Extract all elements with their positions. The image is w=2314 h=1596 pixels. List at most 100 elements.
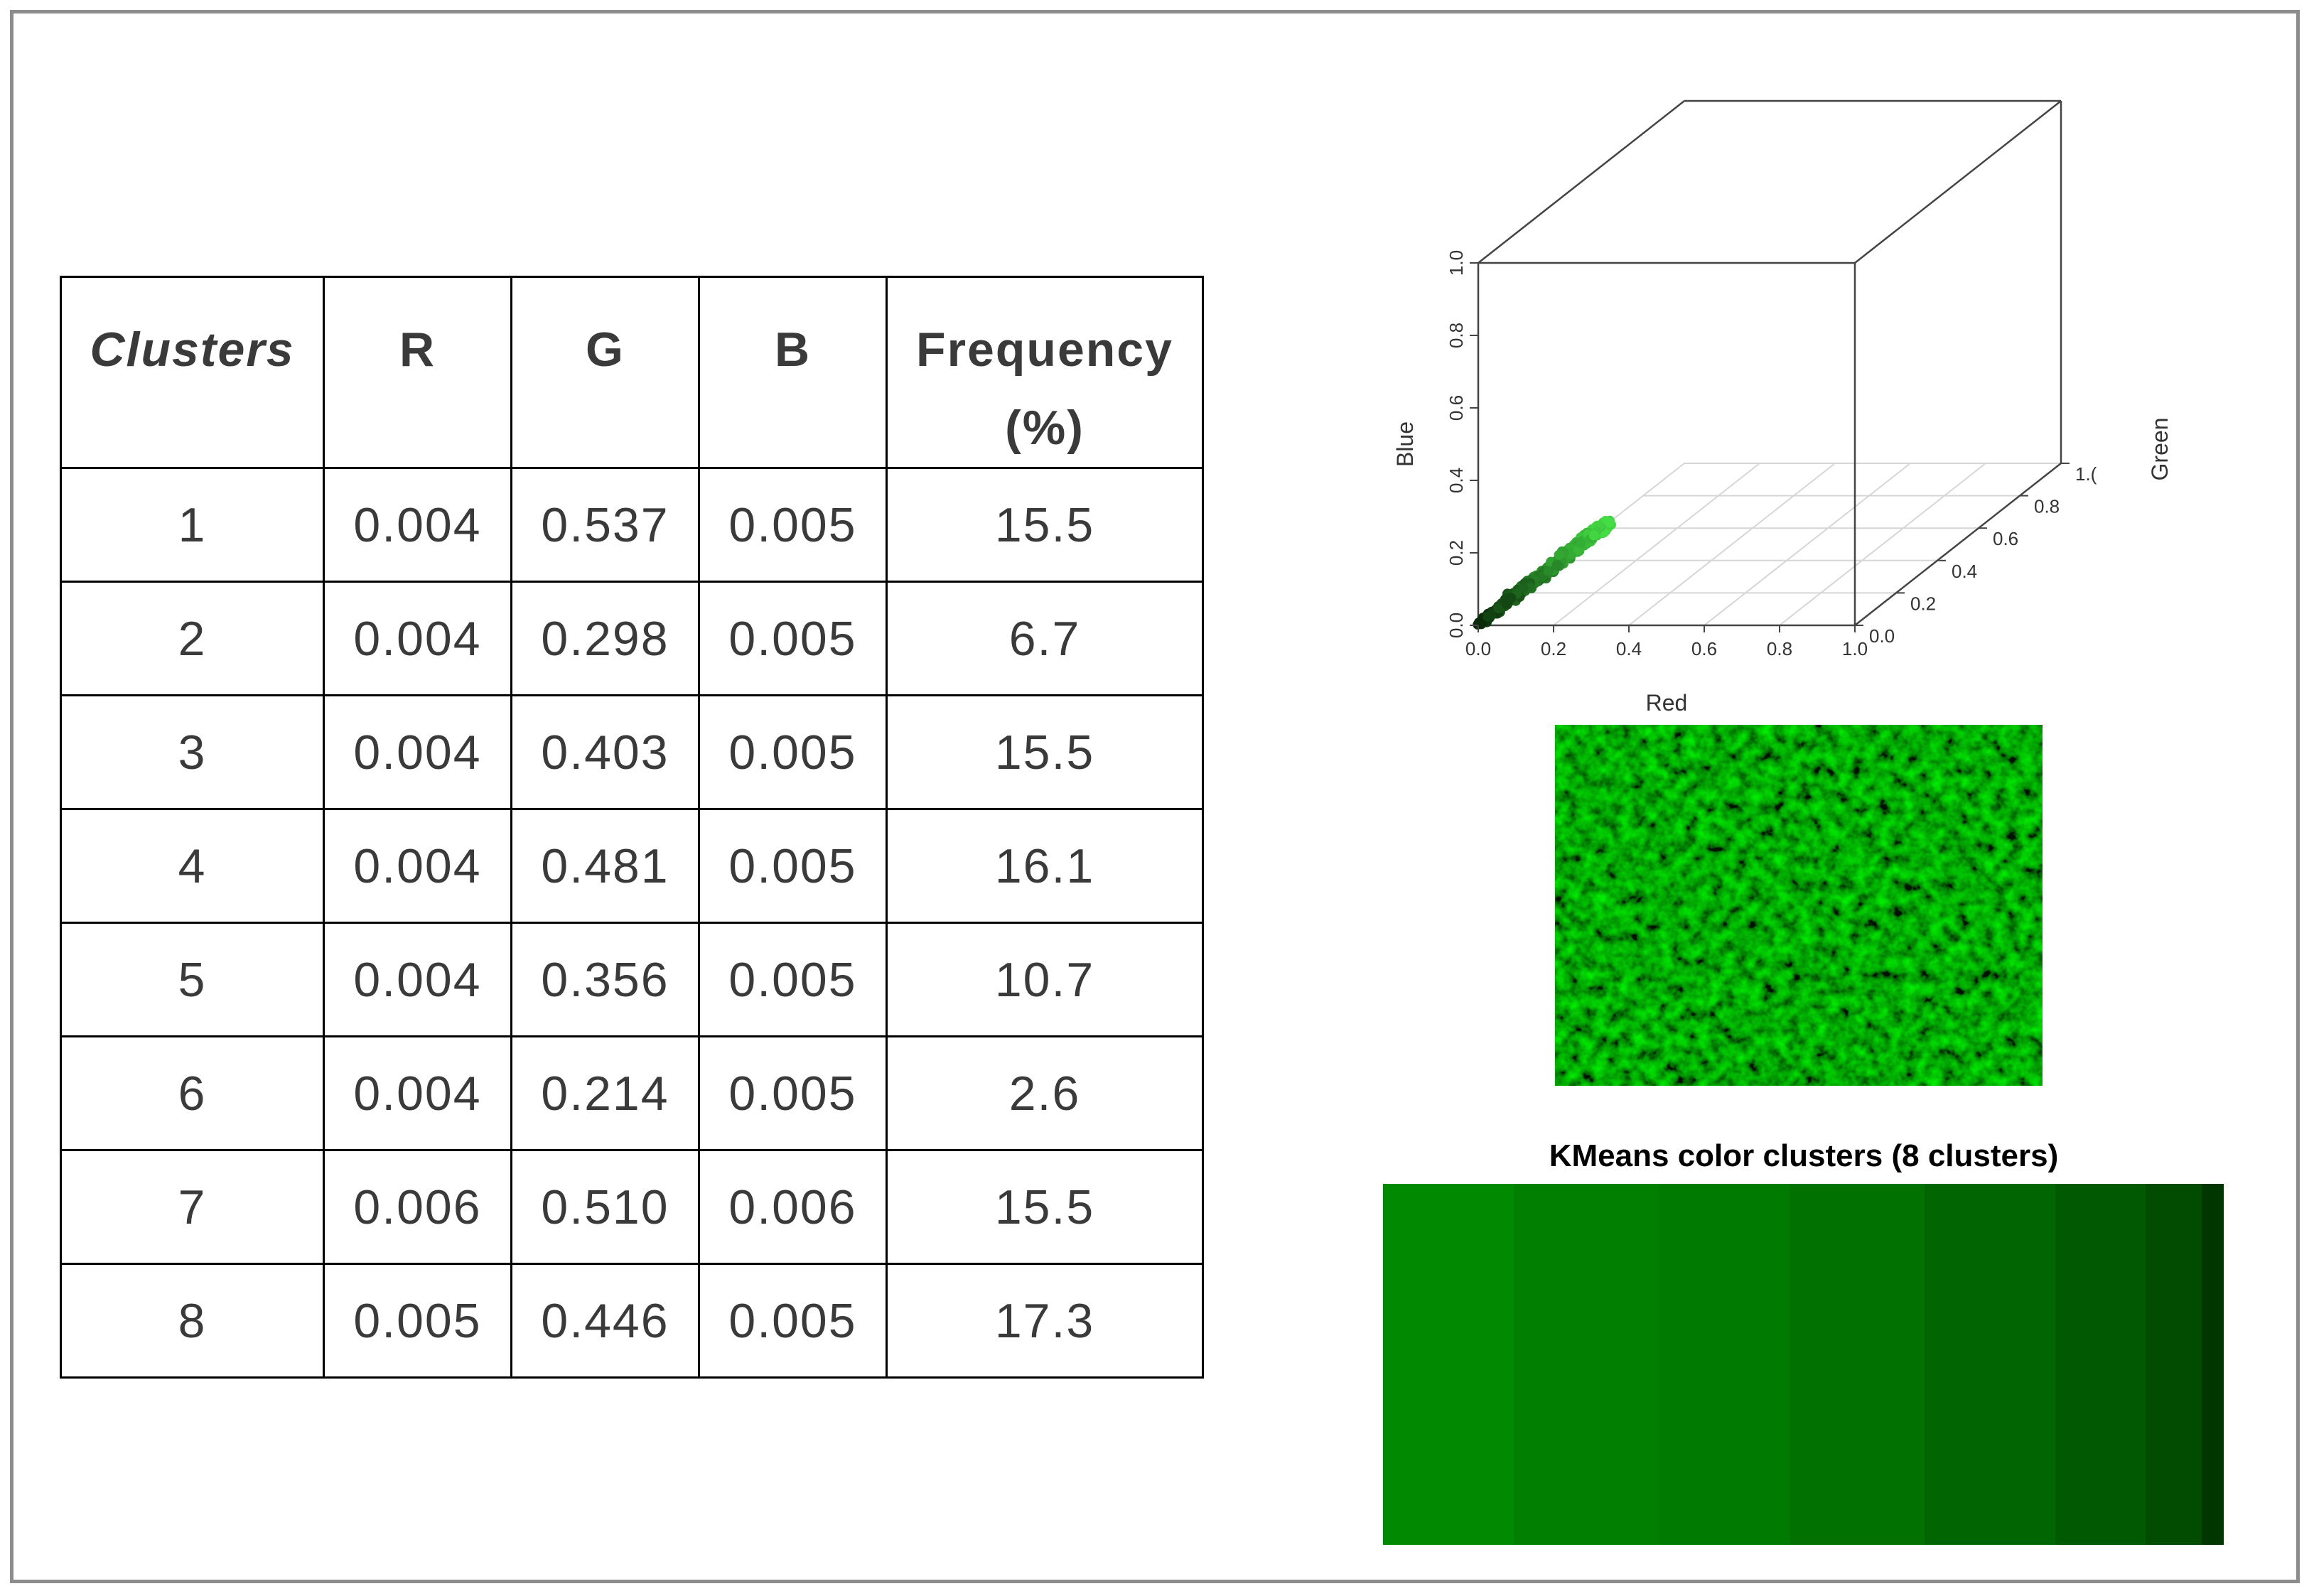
header-g: G [510, 276, 700, 469]
cell-r: 0.004 [323, 581, 512, 696]
cell-g: 0.446 [510, 1263, 700, 1379]
cell-cluster: 2 [60, 581, 325, 696]
color-swatch [1513, 1184, 1659, 1545]
y-tick-label: 0.0 [1869, 625, 1895, 647]
cell-cluster: 5 [60, 922, 325, 1037]
cell-frequency: 16.1 [886, 808, 1204, 924]
z-tick-label: 0.6 [1446, 395, 1467, 421]
floor-grid [1478, 463, 2062, 626]
z-tick-label: 0.0 [1446, 613, 1467, 638]
table-row: 7 0.006 0.510 0.006 15.5 [60, 1149, 1204, 1265]
cell-cluster: 1 [60, 467, 325, 583]
axis-ticks: 0.0 0.2 0.4 0.6 0.8 1.00.00.20.40.60.81.(0.00… [1446, 250, 2097, 659]
z-tick-label: 1.0 [1446, 250, 1467, 276]
cell-r: 0.004 [323, 467, 512, 583]
cell-g: 0.537 [510, 467, 700, 583]
cell-r: 0.006 [323, 1149, 512, 1265]
cell-g: 0.298 [510, 581, 700, 696]
scatter-point [1588, 530, 1599, 541]
scatter-point [1486, 610, 1497, 620]
table-row: 6 0.004 0.214 0.005 2.6 [60, 1035, 1204, 1151]
cell-g: 0.481 [510, 808, 700, 924]
table-row: 1 0.004 0.537 0.005 15.5 [60, 467, 1204, 583]
scatter-points [1473, 515, 1617, 630]
color-swatch [2055, 1184, 2146, 1545]
cell-g: 0.356 [510, 922, 700, 1037]
x-tick-label: 0.4 [1616, 638, 1642, 659]
cell-cluster: 6 [60, 1035, 325, 1151]
y-tick-label: 0.8 [2034, 496, 2060, 517]
x-tick-label: 0.6 [1691, 638, 1717, 659]
color-cluster-swatches [1383, 1184, 2224, 1545]
blue-axis-label: Blue [1393, 421, 1418, 467]
cell-cluster: 7 [60, 1149, 325, 1265]
green-axis-label: Green [2147, 418, 2173, 481]
table-header-row: Clusters R G B Frequency (%) [60, 276, 1204, 469]
header-clusters: Clusters [60, 276, 325, 469]
color-swatch [2202, 1184, 2224, 1545]
cell-frequency: 15.5 [886, 694, 1204, 810]
texture-noise [1555, 725, 2043, 1086]
x-tick-label: 0.8 [1767, 638, 1792, 659]
y-tick-label: 1.( [2075, 463, 2097, 485]
z-tick-label: 0.4 [1446, 468, 1467, 493]
red-axis-label: Red [1646, 690, 1688, 716]
grid-line [1553, 463, 1760, 626]
table-row: 4 0.004 0.481 0.005 16.1 [60, 808, 1204, 924]
table-row: 5 0.004 0.356 0.005 10.7 [60, 922, 1204, 1037]
cell-cluster: 4 [60, 808, 325, 924]
header-frequency: Frequency (%) [886, 276, 1204, 469]
cell-g: 0.214 [510, 1035, 700, 1151]
scatter-point [1576, 538, 1586, 549]
table-body: 1 0.004 0.537 0.005 15.5 2 0.004 0.298 0.005 6.7 3… [60, 467, 1204, 1379]
table-row: 2 0.004 0.298 0.005 6.7 [60, 581, 1204, 696]
cell-b: 0.005 [698, 581, 888, 696]
header-b: B [698, 276, 888, 469]
grid-line [1704, 463, 1911, 626]
z-tick-label: 0.8 [1446, 323, 1467, 348]
plot-box [1477, 99, 2062, 627]
scatter-point [1493, 603, 1504, 614]
color-swatch [1789, 1184, 1925, 1545]
box-edge [1854, 100, 2062, 264]
cell-b: 0.006 [698, 1149, 888, 1265]
x-tick-label: 0.0 [1465, 638, 1491, 659]
y-tick-label: 0.6 [1993, 528, 2018, 549]
cell-cluster: 8 [60, 1263, 325, 1379]
y-tick-label: 0.4 [1952, 561, 1977, 582]
cell-cluster: 3 [60, 694, 325, 810]
green-texture-image [1555, 725, 2043, 1086]
y-tick-label: 0.2 [1910, 593, 1936, 614]
z-tick-label: 0.2 [1446, 540, 1467, 566]
box-edge [1854, 463, 2062, 626]
cell-b: 0.005 [698, 1263, 888, 1379]
axis-labels: Red Blue Green [1393, 418, 2173, 716]
cell-b: 0.005 [698, 467, 888, 583]
color-clusters-title: KMeans color clusters (8 clusters) [1549, 1138, 2059, 1173]
figure-frame [10, 10, 2300, 1583]
cell-r: 0.004 [323, 694, 512, 810]
scatter-point [1506, 593, 1517, 603]
color-swatch [1383, 1184, 1514, 1545]
cell-r: 0.005 [323, 1263, 512, 1379]
color-swatch [1925, 1184, 2055, 1545]
cell-r: 0.004 [323, 808, 512, 924]
rgb-3d-scatter-plot: 0.0 0.2 0.4 0.6 0.8 1.00.00.20.40.60.81.(0.00… [1393, 99, 2173, 716]
header-r: R [323, 276, 512, 469]
cell-b: 0.005 [698, 808, 888, 924]
table-row: 3 0.004 0.403 0.005 15.5 [60, 694, 1204, 810]
x-tick-label: 1.0 [1842, 638, 1868, 659]
cell-frequency: 15.5 [886, 1149, 1204, 1265]
grid-line [1779, 463, 1986, 626]
color-swatch [1659, 1184, 1790, 1545]
scatter-point [1551, 560, 1562, 571]
cell-frequency: 10.7 [886, 922, 1204, 1037]
cell-g: 0.510 [510, 1149, 700, 1265]
box-edge [1478, 100, 1685, 264]
cell-b: 0.005 [698, 922, 888, 1037]
scatter-point [1518, 583, 1529, 593]
cell-r: 0.004 [323, 1035, 512, 1151]
grid-line [1628, 463, 1836, 626]
cell-g: 0.403 [510, 694, 700, 810]
x-tick-label: 0.2 [1541, 638, 1566, 659]
